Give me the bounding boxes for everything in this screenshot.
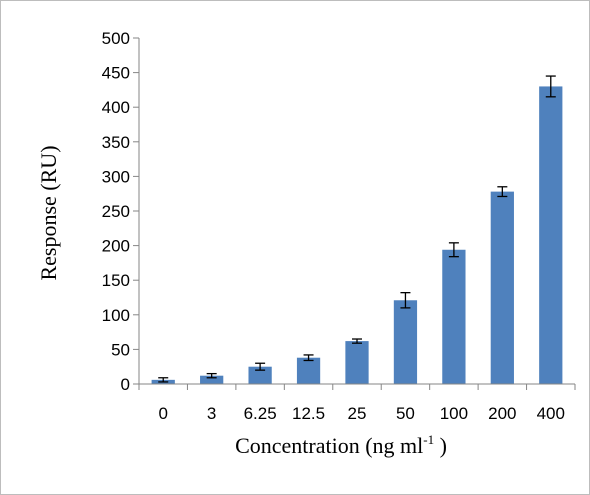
bar	[296, 357, 321, 384]
x-tick-label: 200	[488, 404, 516, 423]
bar	[345, 341, 369, 384]
x-tick-label: 100	[440, 404, 468, 423]
x-tick-label: 3	[207, 404, 216, 423]
x-axis-title-suffix: )	[434, 433, 447, 458]
y-tick-label: 300	[102, 167, 130, 186]
bars-group	[151, 86, 563, 384]
y-axis-ticks: 0 50 100 150 200 250 300 350 400 450 500	[102, 29, 139, 394]
y-tick-label: 450	[102, 64, 130, 83]
y-tick-label: 150	[102, 271, 130, 290]
x-tick-label: 400	[537, 404, 565, 423]
y-axis-title: Response (RU)	[36, 145, 61, 280]
error-bars-group	[158, 75, 556, 383]
y-tick-label: 500	[102, 29, 130, 48]
x-tick-label: 25	[348, 404, 367, 423]
y-tick-label: 100	[102, 306, 130, 325]
y-tick-label: 0	[121, 375, 130, 394]
x-axis-title-superscript: -1	[423, 432, 434, 447]
y-tick-label: 50	[111, 340, 130, 359]
x-tick-label: 12.5	[292, 404, 325, 423]
y-tick-label: 350	[102, 133, 130, 152]
x-tick-label: 0	[158, 404, 167, 423]
x-tick-label: 50	[396, 404, 415, 423]
x-axis-title: Concentration (ng ml-1 )	[235, 432, 447, 458]
y-tick-label: 250	[102, 202, 130, 221]
bar	[539, 86, 563, 384]
x-axis-ticks: 0 3 6.25 12.5 25 50 100 200 400	[138, 384, 576, 423]
x-tick-label: 6.25	[244, 404, 277, 423]
bar	[248, 366, 272, 384]
bar	[442, 249, 466, 384]
x-axis-title-main: Concentration (ng ml	[235, 433, 423, 458]
bar	[200, 375, 224, 384]
y-tick-label: 200	[102, 237, 130, 256]
bar	[393, 300, 418, 384]
bar	[490, 191, 514, 384]
y-tick-label: 400	[102, 98, 130, 117]
